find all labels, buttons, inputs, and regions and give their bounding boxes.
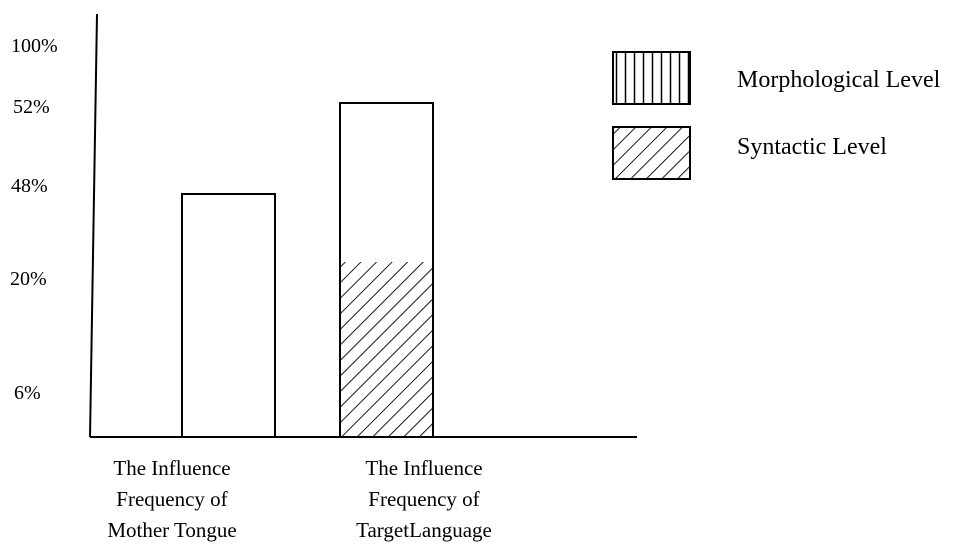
y-tick-label: 52% — [13, 96, 50, 118]
y-tick-label: 6% — [14, 382, 41, 404]
svg-text:Frequency of: Frequency of — [368, 487, 479, 511]
legend-label-syntactic: Syntactic Level — [737, 134, 887, 160]
svg-text:Mother Tongue: Mother Tongue — [107, 518, 236, 542]
svg-text:The Influence: The Influence — [365, 456, 482, 480]
svg-text:Frequency of: Frequency of — [116, 487, 227, 511]
y-tick-label: 20% — [10, 268, 47, 290]
svg-text:TargetLanguage: TargetLanguage — [356, 518, 492, 542]
bar-mother-tongue-total — [181, 193, 276, 438]
legend-swatch-syntactic — [612, 126, 691, 180]
legend-label-morphological: Morphological Level — [737, 67, 941, 93]
category-label-mother-tongue: The Influence Frequency of Mother Tongue — [107, 456, 236, 542]
y-tick-label: 100% — [11, 35, 58, 57]
legend: Morphological Level Syntactic Level — [612, 51, 941, 180]
bar-target-language-syntactic — [341, 262, 432, 436]
legend-swatch-morphological — [612, 51, 691, 105]
y-tick-label: 48% — [11, 175, 48, 197]
svg-text:The Influence: The Influence — [113, 456, 230, 480]
y-axis — [89, 13, 98, 438]
category-label-target-language: The Influence Frequency of TargetLanguag… — [356, 456, 492, 542]
